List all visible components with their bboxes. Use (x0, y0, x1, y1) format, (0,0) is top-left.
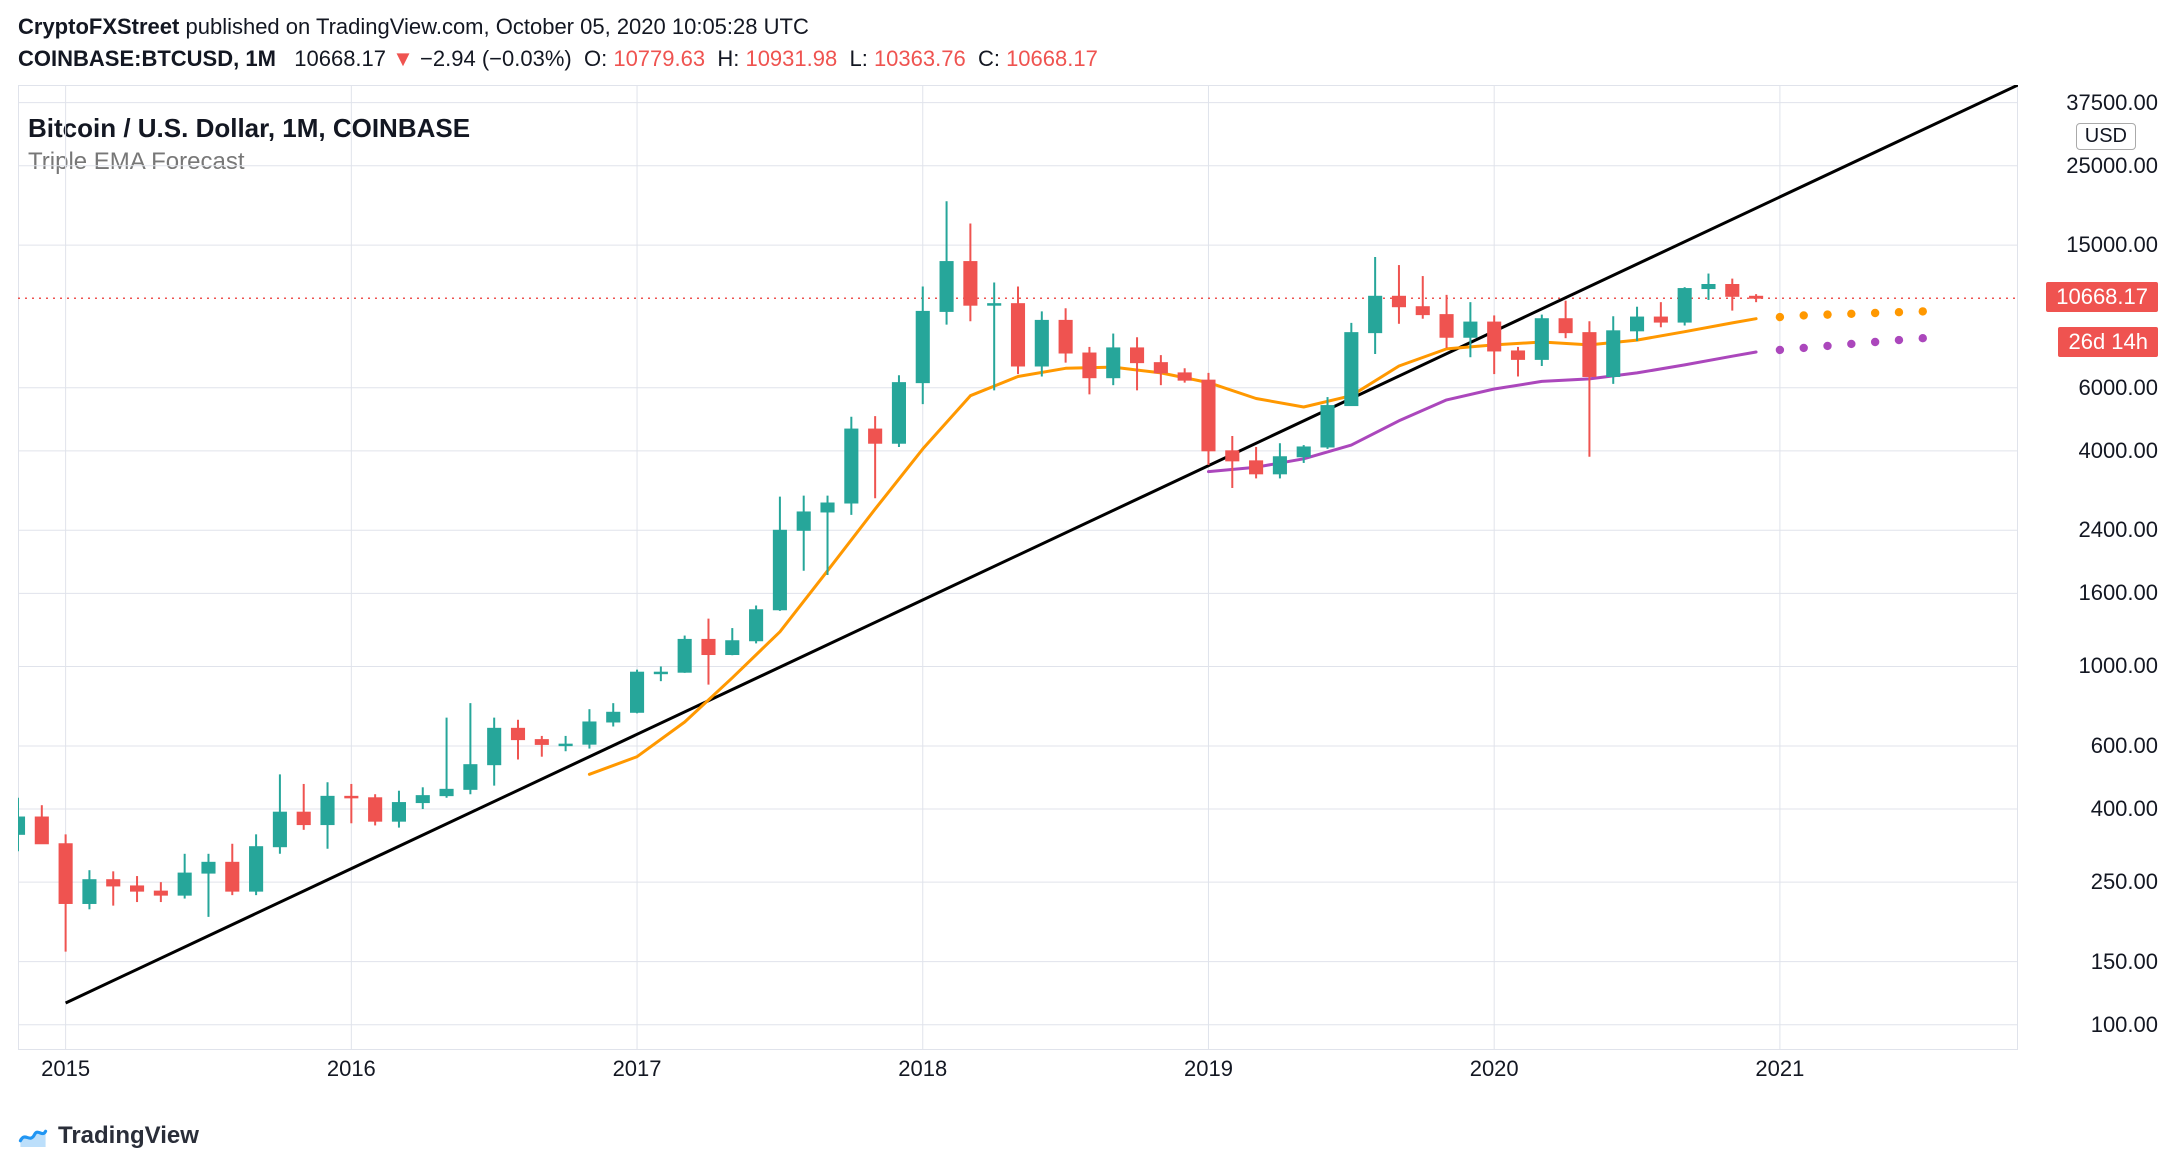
x-tick-label: 2019 (1184, 1056, 1233, 1082)
usd-badge: USD (2076, 123, 2136, 150)
quote-line: COINBASE:BTCUSD, 1M 10668.17 ▼ −2.94 (−0… (18, 44, 2158, 74)
x-tick-label: 2017 (613, 1056, 662, 1082)
y-tick-label: 250.00 (2040, 869, 2158, 895)
publish-line: CryptoFXStreet published on TradingView.… (18, 12, 2158, 42)
change-pct: (−0.03%) (482, 46, 572, 71)
y-tick-label: 4000.00 (2040, 438, 2158, 464)
site-name: TradingView.com (316, 14, 484, 39)
y-tick-label: 150.00 (2040, 949, 2158, 975)
h-val: 10931.98 (745, 46, 837, 71)
y-tick-label: 37500.00 (2040, 90, 2158, 116)
y-tick-label: 1000.00 (2040, 653, 2158, 679)
y-tick-label: 600.00 (2040, 733, 2158, 759)
publisher: CryptoFXStreet (18, 14, 179, 39)
tradingview-footer: TradingView (18, 1122, 199, 1150)
y-axis-labels: 37500.00 25000.00 15000.00 6000.00 4000.00 24… (2040, 85, 2158, 1050)
publish-date: October 05, 2020 10:05:28 UTC (496, 14, 809, 39)
down-arrow-icon: ▼ (392, 46, 414, 71)
y-tick-label: 400.00 (2040, 796, 2158, 822)
published-on-prefix: published on (185, 14, 310, 39)
h-label: H: (717, 46, 739, 71)
x-axis-labels: 2015 2016 2017 2018 2019 2020 2021 (18, 1056, 2036, 1086)
c-label: C: (978, 46, 1000, 71)
y-tick-label: 100.00 (2040, 1012, 2158, 1038)
symbol: COINBASE:BTCUSD, 1M (18, 46, 276, 71)
x-tick-label: 2020 (1470, 1056, 1519, 1082)
price-axis-tag: 10668.17 (2046, 282, 2158, 312)
l-val: 10363.76 (874, 46, 966, 71)
l-label: L: (849, 46, 867, 71)
o-label: O: (584, 46, 607, 71)
tradingview-icon (18, 1125, 48, 1147)
y-tick-label: 25000.00 (2040, 153, 2158, 179)
x-tick-label: 2015 (41, 1056, 90, 1082)
countdown-axis-tag: 26d 14h (2058, 327, 2158, 357)
price-chart[interactable] (18, 85, 2018, 1050)
x-tick-label: 2018 (898, 1056, 947, 1082)
c-val: 10668.17 (1006, 46, 1098, 71)
tradingview-label: TradingView (58, 1122, 199, 1150)
x-tick-label: 2021 (1755, 1056, 1804, 1082)
chart-header: CryptoFXStreet published on TradingView.… (0, 0, 2176, 79)
o-val: 10779.63 (613, 46, 705, 71)
y-tick-label: 1600.00 (2040, 580, 2158, 606)
change: −2.94 (420, 46, 476, 71)
last-price: 10668.17 (294, 46, 386, 71)
y-tick-label: 15000.00 (2040, 232, 2158, 258)
y-tick-label: 2400.00 (2040, 517, 2158, 543)
x-tick-label: 2016 (327, 1056, 376, 1082)
y-tick-label: 6000.00 (2040, 375, 2158, 401)
